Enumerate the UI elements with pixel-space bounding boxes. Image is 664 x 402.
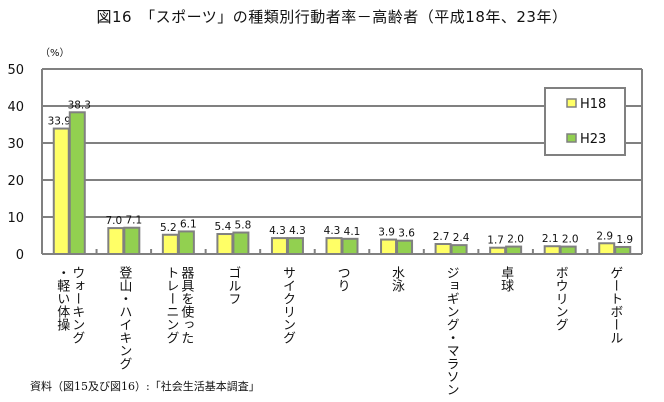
x-category-label: つり	[334, 266, 350, 292]
bar-h23	[559, 245, 577, 256]
data-label: 2.0	[507, 234, 524, 246]
y-tick-label: 30	[7, 137, 24, 152]
legend-swatch-h18	[566, 98, 577, 108]
bar-h18	[380, 238, 398, 256]
x-category-label: ボウリング	[552, 266, 568, 331]
bar-h23	[614, 245, 632, 256]
bar-h18	[52, 127, 70, 256]
data-label: 4.1	[344, 226, 361, 238]
data-label: 2.9	[596, 230, 613, 242]
legend-swatch-h23	[566, 133, 577, 143]
bar-h23	[123, 226, 141, 255]
bar-h23	[68, 111, 86, 256]
legend-label-h18: H18	[580, 97, 606, 112]
data-label: 38.3	[68, 99, 91, 111]
data-label: 2.0	[562, 234, 579, 246]
data-label: 1.7	[487, 235, 504, 247]
bar-h18	[270, 237, 288, 255]
y-tick-label: 10	[7, 211, 24, 226]
data-label: 2.7	[433, 231, 450, 243]
y-tick-label: 0	[16, 248, 24, 263]
data-label: 33.9	[48, 116, 71, 128]
x-category-label: ジョギング・マラソン	[443, 266, 459, 396]
data-label: 1.9	[616, 234, 633, 246]
y-tick-label: 40	[7, 100, 24, 115]
data-label: 5.4	[215, 221, 232, 233]
bar-h18	[161, 233, 179, 255]
legend-label-h23: H23	[580, 132, 606, 147]
data-label: 2.4	[453, 232, 470, 244]
data-label: 7.0	[105, 215, 122, 227]
bar-h23	[396, 239, 414, 255]
bar-h23	[286, 237, 304, 255]
x-category-label: ゲートボール	[607, 266, 623, 344]
x-category-label: ウォーキング ・軽い体操	[54, 266, 85, 344]
data-label: 4.3	[324, 225, 341, 237]
x-category-label: サイクリング	[279, 266, 295, 344]
y-axis-unit: （%）	[40, 48, 70, 59]
bar-h18	[325, 237, 343, 255]
legend-box	[544, 87, 626, 156]
chart-title: 図16 「スポーツ」の種類別行動者率－高齢者（平成18年、23年）	[96, 8, 568, 26]
bar-h23	[341, 237, 359, 256]
bar-h18	[216, 233, 234, 256]
source-note: 資料（図15及び図16）:「社会生活基本調査」	[30, 380, 260, 393]
data-label: 7.1	[125, 215, 142, 227]
data-label: 6.1	[180, 218, 197, 230]
data-label: 5.8	[235, 220, 252, 232]
bar-h23	[505, 245, 523, 256]
bar-h23	[232, 231, 250, 255]
data-label: 5.2	[160, 222, 177, 234]
bar-h18	[489, 246, 507, 256]
data-label: 4.3	[269, 225, 286, 237]
y-tick-label: 20	[7, 174, 24, 189]
data-label: 3.6	[398, 228, 415, 240]
data-label: 4.3	[289, 225, 306, 237]
x-category-label: 水泳	[389, 266, 405, 292]
bar-h18	[434, 243, 452, 255]
x-category-label: 登山・ハイキング	[116, 266, 132, 370]
data-label: 3.9	[378, 227, 395, 239]
bar-h18	[107, 227, 125, 256]
y-tick-label: 50	[7, 63, 24, 78]
data-label: 2.1	[542, 233, 559, 245]
x-category-label: ゴルフ	[225, 266, 241, 305]
bar-h18	[598, 242, 616, 256]
x-category-label: 卓球	[498, 266, 514, 292]
x-category-label: 器具を使った トレーニング	[163, 266, 194, 344]
bar-h18	[543, 245, 561, 255]
bar-h23	[450, 244, 468, 255]
bar-h23	[177, 230, 195, 255]
